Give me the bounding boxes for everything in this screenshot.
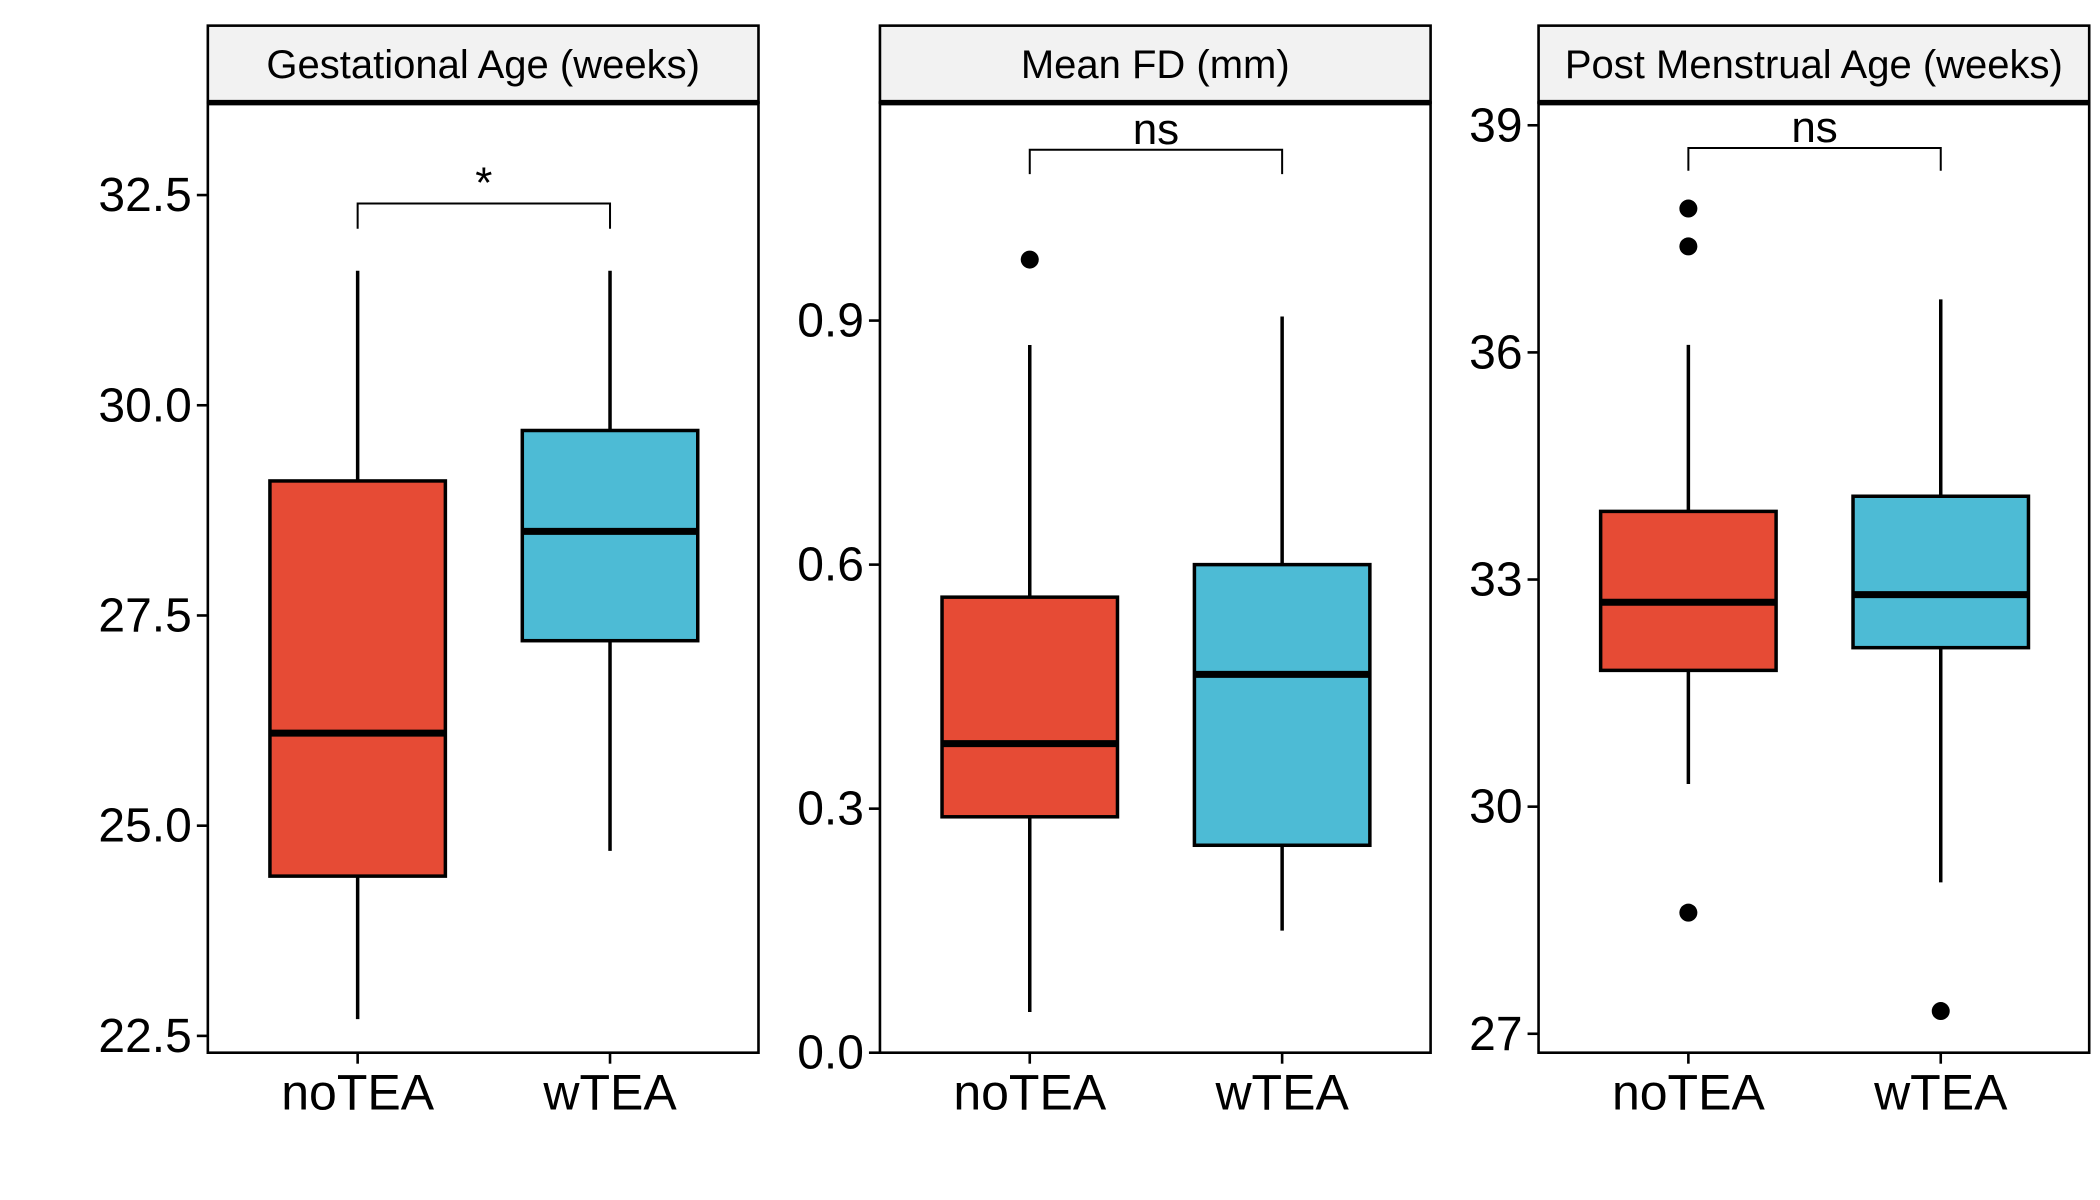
outlier-point	[1679, 199, 1698, 218]
y-tick-label: 25.0	[98, 800, 191, 853]
y-tick-label: 0.3	[797, 783, 864, 836]
y-tick-label: 27.5	[98, 589, 191, 642]
iqr-box	[1598, 509, 1778, 673]
panel-strip	[206, 24, 760, 104]
significance-bracket	[1028, 148, 1284, 175]
panel-3: Post Menstrual Age (weeks) 27 30 33 36 39 noTE…	[1469, 24, 2091, 1121]
box-wTEA	[1192, 316, 1372, 931]
y-tick-label: 30.0	[98, 379, 191, 432]
x-tick-label: wTEA	[1873, 1065, 2008, 1121]
x-tick-label: noTEA	[281, 1065, 435, 1121]
panel-2: Mean FD (mm) 0.0 0.3 0.6 0.9 noTEA wTEA ns	[797, 24, 1432, 1121]
x-tick-label: wTEA	[1214, 1065, 1349, 1121]
significance-label: ns	[1791, 103, 1837, 152]
box-noTEA	[268, 270, 448, 1020]
panel-title: Gestational Age (weeks)	[266, 43, 700, 87]
iqr-box	[1851, 494, 2031, 650]
y-tick-label: 27	[1469, 1008, 1522, 1061]
outlier-point	[1679, 903, 1698, 922]
iqr-box	[940, 595, 1120, 819]
plot-frame	[878, 101, 1432, 1054]
outlier-point	[1020, 250, 1039, 269]
y-tick-label: 30	[1469, 781, 1522, 834]
significance-label: ns	[1133, 105, 1179, 154]
panel-strip	[878, 24, 1432, 104]
significance-bracket	[356, 202, 612, 229]
y-tick-label: 0.0	[797, 1027, 864, 1080]
box-noTEA	[940, 250, 1120, 1013]
iqr-box	[1192, 562, 1372, 848]
x-tick-label: wTEA	[542, 1065, 677, 1121]
box-wTEA	[520, 270, 700, 851]
iqr-box	[520, 428, 700, 643]
panel-1: Gestational Age (weeks) 22.5 25.0 27.5 30.0 3…	[98, 24, 760, 1121]
y-tick-label: 0.6	[797, 539, 864, 592]
y-tick-label: 0.9	[797, 295, 864, 348]
y-tick-label: 36	[1469, 326, 1522, 379]
outlier-point	[1931, 1002, 1950, 1021]
y-tick-label: 39	[1469, 99, 1522, 152]
outlier-point	[1679, 237, 1698, 256]
significance-label: *	[475, 158, 492, 207]
iqr-box	[268, 479, 448, 878]
box-noTEA	[1598, 199, 1778, 922]
panel-title: Post Menstrual Age (weeks)	[1565, 43, 2063, 87]
significance-bracket	[1687, 146, 1942, 171]
y-tick-label: 33	[1469, 554, 1522, 607]
plot-frame	[1537, 101, 2091, 1054]
box-wTEA	[1851, 299, 2031, 1021]
panel-title: Mean FD (mm)	[1021, 43, 1290, 87]
x-tick-label: noTEA	[1612, 1065, 1766, 1121]
y-tick-label: 32.5	[98, 169, 191, 222]
x-tick-label: noTEA	[953, 1065, 1107, 1121]
y-tick-label: 22.5	[98, 1010, 191, 1063]
plot-frame	[206, 101, 760, 1054]
